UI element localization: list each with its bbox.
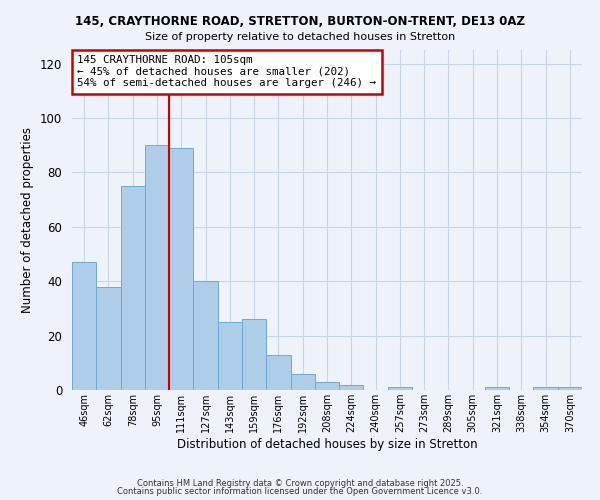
Bar — [242, 320, 266, 390]
Bar — [290, 374, 315, 390]
Bar — [266, 354, 290, 390]
Bar — [218, 322, 242, 390]
Bar — [558, 388, 582, 390]
Bar — [121, 186, 145, 390]
Text: 145 CRAYTHORNE ROAD: 105sqm
← 45% of detached houses are smaller (202)
54% of se: 145 CRAYTHORNE ROAD: 105sqm ← 45% of det… — [77, 55, 376, 88]
Bar — [145, 145, 169, 390]
X-axis label: Distribution of detached houses by size in Stretton: Distribution of detached houses by size … — [176, 438, 478, 451]
Bar — [72, 262, 96, 390]
Text: Size of property relative to detached houses in Stretton: Size of property relative to detached ho… — [145, 32, 455, 42]
Bar — [485, 388, 509, 390]
Bar — [315, 382, 339, 390]
Bar — [533, 388, 558, 390]
Bar — [388, 388, 412, 390]
Bar — [193, 281, 218, 390]
Text: 145, CRAYTHORNE ROAD, STRETTON, BURTON-ON-TRENT, DE13 0AZ: 145, CRAYTHORNE ROAD, STRETTON, BURTON-O… — [75, 15, 525, 28]
Bar — [339, 384, 364, 390]
Y-axis label: Number of detached properties: Number of detached properties — [22, 127, 34, 313]
Bar — [96, 286, 121, 390]
Text: Contains HM Land Registry data © Crown copyright and database right 2025.: Contains HM Land Registry data © Crown c… — [137, 478, 463, 488]
Text: Contains public sector information licensed under the Open Government Licence v3: Contains public sector information licen… — [118, 487, 482, 496]
Bar — [169, 148, 193, 390]
